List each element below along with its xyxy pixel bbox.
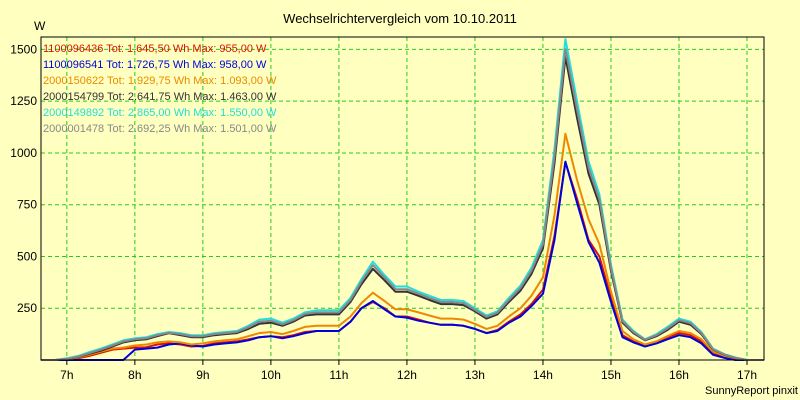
y-tick-label: 250 [17, 301, 37, 315]
y-tick-label: 1000 [10, 146, 37, 160]
y-tick-label: 500 [17, 249, 37, 263]
footer-credit: SunnyReport pinxit [705, 385, 798, 397]
grid-lines [41, 37, 764, 360]
legend-entry: 2000001478 Tot: 2.692,25 Wh Max: 1.501,0… [43, 123, 277, 135]
plot-area-frame [40, 36, 765, 361]
legend-entry: 2000150622 Tot: 1.929,75 Wh Max: 1.093,0… [43, 75, 277, 87]
y-tick-label: 1500 [10, 42, 37, 56]
x-tick-label: 14h [533, 368, 553, 382]
series-line [41, 160, 764, 361]
series-line [41, 132, 764, 361]
x-tick-label: 13h [465, 368, 485, 382]
x-tick-label: 10h [261, 368, 281, 382]
x-tick-label: 12h [397, 368, 417, 382]
legend-entry: 2000149892 Tot: 2.865,00 Wh Max: 1.550,0… [43, 107, 277, 119]
x-tick-label: 9h [196, 368, 209, 382]
legend: 1100096436 Tot: 1.645,50 Wh Max: 955,00 … [43, 43, 277, 135]
x-tick-label: 17h [737, 368, 757, 382]
y-axis-ticks: 250 500 750 1000 1250 1500 [10, 42, 37, 315]
y-tick-label: 1250 [10, 94, 37, 108]
series-line [41, 48, 764, 361]
x-tick-label: 11h [329, 368, 348, 382]
y-tick-label: 750 [17, 198, 37, 212]
series-line [41, 161, 764, 361]
legend-entry: 1100096541 Tot: 1.726,75 Wh Max: 958,00 … [43, 59, 267, 71]
x-tick-label: 15h [601, 368, 621, 382]
x-axis-ticks: 7h 8h 9h 10h 11h 12h 13h 14h 15h 16h 17h [60, 360, 757, 382]
series-lines [41, 38, 764, 361]
series-line [41, 38, 764, 361]
chart-title: Wechselrichtervergleich vom 10.10.2011 [283, 11, 517, 26]
x-tick-label: 8h [128, 368, 141, 382]
x-tick-label: 7h [60, 368, 73, 382]
legend-entry: 1100096436 Tot: 1.645,50 Wh Max: 955,00 … [43, 43, 267, 55]
legend-entry: 2000154799 Tot: 2.641,75 Wh Max: 1.463,0… [43, 91, 277, 103]
y-axis-unit-label: W [34, 19, 46, 33]
x-tick-label: 16h [669, 368, 689, 382]
